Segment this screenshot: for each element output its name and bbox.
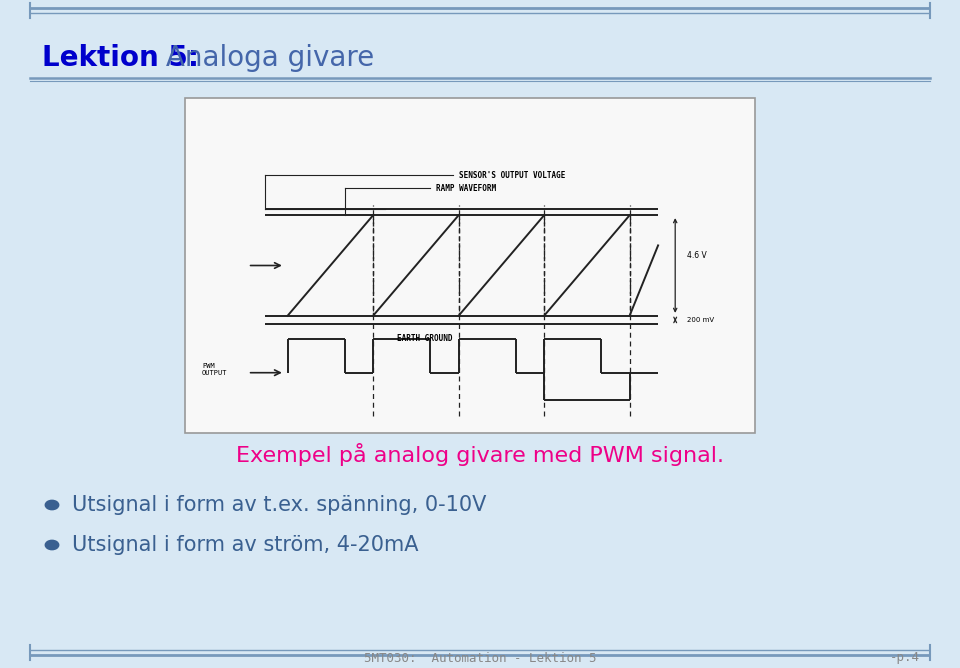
Text: Analoga givare: Analoga givare: [157, 44, 374, 72]
FancyBboxPatch shape: [185, 98, 755, 433]
Text: Exempel på analog givare med PWM signal.: Exempel på analog givare med PWM signal.: [236, 444, 724, 466]
Text: Lektion 5:: Lektion 5:: [42, 44, 199, 72]
Text: EARTH GROUND: EARTH GROUND: [396, 334, 452, 343]
Text: 5MT030:  Automation - Lektion 5: 5MT030: Automation - Lektion 5: [364, 651, 596, 665]
Text: -p.4: -p.4: [890, 651, 920, 665]
Text: 200 mV: 200 mV: [686, 317, 713, 323]
Text: Utsignal i form av t.ex. spänning, 0-10V: Utsignal i form av t.ex. spänning, 0-10V: [72, 495, 487, 515]
Text: RAMP WAVEFORM: RAMP WAVEFORM: [436, 184, 496, 193]
Text: Utsignal i form av ström, 4-20mA: Utsignal i form av ström, 4-20mA: [72, 535, 419, 555]
Text: PWM
OUTPUT: PWM OUTPUT: [203, 363, 228, 376]
Text: SENSOR'S OUTPUT VOLTAGE: SENSOR'S OUTPUT VOLTAGE: [459, 170, 565, 180]
Text: 4.6 V: 4.6 V: [686, 251, 707, 260]
